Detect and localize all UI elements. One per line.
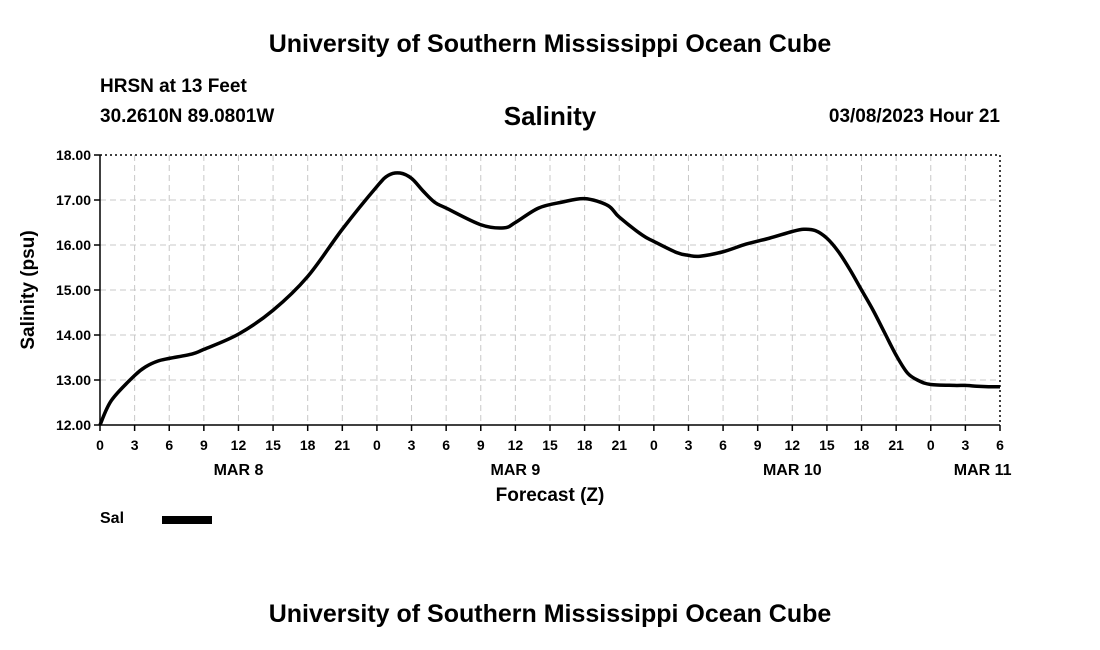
- footer-title: University of Southern Mississippi Ocean…: [268, 600, 832, 628]
- x-tick-label: 12: [508, 437, 524, 453]
- legend-label: Sal: [100, 510, 125, 527]
- y-tick-label: 18.00: [56, 147, 91, 163]
- x-tick-label: 9: [477, 437, 485, 453]
- chart-title: Salinity: [503, 101, 597, 131]
- day-label: MAR 9: [490, 462, 540, 479]
- day-label: MAR 11: [954, 462, 1012, 479]
- x-tick-label: 9: [200, 437, 208, 453]
- y-tick-label: 17.00: [56, 192, 91, 208]
- y-tick-label: 13.00: [56, 372, 91, 388]
- x-tick-label: 3: [408, 437, 416, 453]
- x-tick-label: 15: [819, 437, 835, 453]
- x-tick-label: 0: [650, 437, 658, 453]
- forecast-datetime: 03/08/2023 Hour 21: [828, 106, 1000, 127]
- x-tick-label: 6: [719, 437, 727, 453]
- station-label: HRSN at 13 Feet: [100, 76, 247, 97]
- x-tick-label: 12: [785, 437, 801, 453]
- x-tick-label: 15: [265, 437, 281, 453]
- x-tick-label: 6: [996, 437, 1004, 453]
- x-tick-label: 3: [685, 437, 693, 453]
- x-tick-label: 0: [96, 437, 104, 453]
- x-tick-label: 21: [888, 437, 904, 453]
- station-coordinates: 30.2610N 89.0801W: [100, 106, 275, 127]
- y-tick-label: 16.00: [56, 237, 91, 253]
- x-tick-label: 9: [754, 437, 762, 453]
- x-tick-label: 12: [231, 437, 247, 453]
- legend-swatch: [162, 516, 212, 524]
- series-line-sal: [98, 171, 1001, 426]
- x-tick-label: 6: [165, 437, 173, 453]
- y-tick-label: 12.00: [56, 417, 91, 433]
- x-tick-label: 18: [300, 437, 316, 453]
- salinity-chart: 12.00 13.00 14.00 15.00 16.00 17.00 18.00 0 3 6 9 1…: [18, 147, 1012, 506]
- x-tick-label: 21: [335, 437, 351, 453]
- y-axis-title: Salinity (psu): [18, 230, 39, 349]
- x-tick-label: 0: [927, 437, 935, 453]
- x-tick-label: 18: [577, 437, 593, 453]
- y-tick-label: 15.00: [56, 282, 91, 298]
- y-tick-label: 14.00: [56, 327, 91, 343]
- x-tick-label: 3: [131, 437, 139, 453]
- x-tick-label: 3: [961, 437, 969, 453]
- day-label: MAR 10: [763, 462, 822, 479]
- x-tick-label: 0: [373, 437, 381, 453]
- x-tick-label: 18: [854, 437, 870, 453]
- x-tick-label: 6: [442, 437, 450, 453]
- page-title: University of Southern Mississippi Ocean…: [268, 30, 832, 58]
- day-label: MAR 8: [214, 462, 264, 479]
- x-tick-label: 15: [542, 437, 558, 453]
- x-axis-title: Forecast (Z): [496, 485, 605, 506]
- x-tick-label: 21: [611, 437, 627, 453]
